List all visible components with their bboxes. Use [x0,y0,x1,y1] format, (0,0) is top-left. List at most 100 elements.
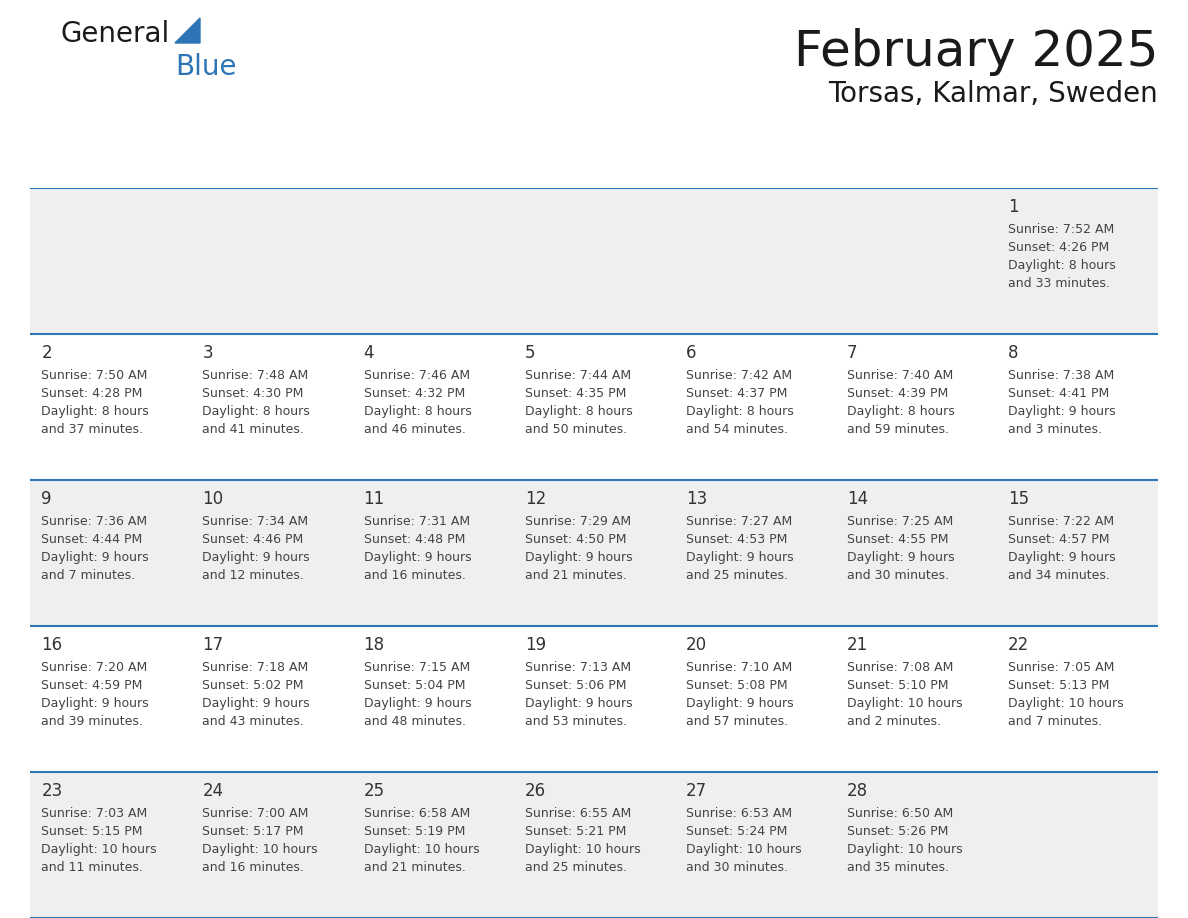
Text: 28: 28 [847,782,868,800]
Text: Sunset: 4:59 PM: Sunset: 4:59 PM [42,679,143,692]
Text: Daylight: 9 hours: Daylight: 9 hours [685,697,794,710]
Text: Sunrise: 7:18 AM: Sunrise: 7:18 AM [202,661,309,674]
Text: 18: 18 [364,636,385,655]
Text: Sunrise: 6:50 AM: Sunrise: 6:50 AM [847,807,953,820]
Text: Sunset: 4:39 PM: Sunset: 4:39 PM [847,387,948,400]
Text: Daylight: 9 hours: Daylight: 9 hours [42,551,148,564]
Text: and 37 minutes.: and 37 minutes. [42,423,144,436]
Text: 23: 23 [42,782,63,800]
Text: Sunrise: 6:53 AM: Sunrise: 6:53 AM [685,807,792,820]
Text: Sunset: 5:02 PM: Sunset: 5:02 PM [202,679,304,692]
Text: Daylight: 9 hours: Daylight: 9 hours [364,551,472,564]
Text: Thursday: Thursday [688,159,765,177]
Text: and 39 minutes.: and 39 minutes. [42,715,144,728]
Text: 24: 24 [202,782,223,800]
Text: Daylight: 8 hours: Daylight: 8 hours [42,405,148,418]
Text: 14: 14 [847,490,868,509]
Text: and 16 minutes.: and 16 minutes. [364,569,466,582]
Text: 8: 8 [1009,344,1018,363]
Text: 9: 9 [42,490,52,509]
Text: Saturday: Saturday [1010,159,1085,177]
Text: and 41 minutes.: and 41 minutes. [202,423,304,436]
Text: 12: 12 [525,490,546,509]
Text: and 16 minutes.: and 16 minutes. [202,861,304,874]
Text: and 11 minutes.: and 11 minutes. [42,861,144,874]
Text: Sunrise: 7:46 AM: Sunrise: 7:46 AM [364,369,469,382]
Text: Sunrise: 7:15 AM: Sunrise: 7:15 AM [364,661,469,674]
Text: Sunset: 4:53 PM: Sunset: 4:53 PM [685,533,788,546]
Bar [30,626,1158,772]
Text: Sunrise: 7:08 AM: Sunrise: 7:08 AM [847,661,953,674]
Text: Sunrise: 7:00 AM: Sunrise: 7:00 AM [202,807,309,820]
Text: Sunrise: 6:55 AM: Sunrise: 6:55 AM [525,807,631,820]
Text: Sunrise: 7:31 AM: Sunrise: 7:31 AM [364,515,469,528]
Text: Daylight: 9 hours: Daylight: 9 hours [42,697,148,710]
Text: and 7 minutes.: and 7 minutes. [42,569,135,582]
Text: Sunrise: 7:40 AM: Sunrise: 7:40 AM [847,369,953,382]
Text: Sunset: 4:55 PM: Sunset: 4:55 PM [847,533,948,546]
Text: Sunrise: 7:42 AM: Sunrise: 7:42 AM [685,369,792,382]
Text: Daylight: 9 hours: Daylight: 9 hours [364,697,472,710]
Text: General: General [61,20,169,48]
Bar [30,772,1158,918]
Text: Daylight: 8 hours: Daylight: 8 hours [202,405,310,418]
Text: 20: 20 [685,636,707,655]
Text: Sunset: 5:06 PM: Sunset: 5:06 PM [525,679,626,692]
Text: Sunset: 5:15 PM: Sunset: 5:15 PM [42,825,143,838]
Text: Blue: Blue [175,53,236,81]
Text: Daylight: 10 hours: Daylight: 10 hours [1009,697,1124,710]
Text: 2: 2 [42,344,52,363]
Text: Sunset: 5:13 PM: Sunset: 5:13 PM [1009,679,1110,692]
Text: Sunday: Sunday [43,159,105,177]
Text: and 59 minutes.: and 59 minutes. [847,423,949,436]
Text: and 25 minutes.: and 25 minutes. [525,861,627,874]
Text: 25: 25 [364,782,385,800]
Text: Daylight: 10 hours: Daylight: 10 hours [42,843,157,856]
Text: 26: 26 [525,782,545,800]
Text: 10: 10 [202,490,223,509]
Text: Daylight: 8 hours: Daylight: 8 hours [685,405,794,418]
Text: Sunset: 5:04 PM: Sunset: 5:04 PM [364,679,465,692]
Text: and 2 minutes.: and 2 minutes. [847,715,941,728]
Text: Sunrise: 7:27 AM: Sunrise: 7:27 AM [685,515,792,528]
Text: and 21 minutes.: and 21 minutes. [364,861,466,874]
Text: Sunset: 5:19 PM: Sunset: 5:19 PM [364,825,465,838]
Text: Sunset: 5:24 PM: Sunset: 5:24 PM [685,825,788,838]
Text: and 48 minutes.: and 48 minutes. [364,715,466,728]
Text: Sunset: 5:17 PM: Sunset: 5:17 PM [202,825,304,838]
Text: Daylight: 9 hours: Daylight: 9 hours [685,551,794,564]
Text: 21: 21 [847,636,868,655]
Text: and 30 minutes.: and 30 minutes. [685,861,788,874]
Text: Sunrise: 7:50 AM: Sunrise: 7:50 AM [42,369,147,382]
Text: Sunset: 5:21 PM: Sunset: 5:21 PM [525,825,626,838]
Text: Sunrise: 7:36 AM: Sunrise: 7:36 AM [42,515,147,528]
Text: Sunset: 4:30 PM: Sunset: 4:30 PM [202,387,304,400]
Text: Tuesday: Tuesday [365,159,432,177]
Text: 4: 4 [364,344,374,363]
Text: Wednesday: Wednesday [526,159,623,177]
Text: Sunrise: 7:20 AM: Sunrise: 7:20 AM [42,661,147,674]
Text: Sunrise: 7:10 AM: Sunrise: 7:10 AM [685,661,792,674]
Text: 19: 19 [525,636,545,655]
Text: Sunrise: 7:44 AM: Sunrise: 7:44 AM [525,369,631,382]
Text: and 33 minutes.: and 33 minutes. [1009,277,1110,290]
Text: February 2025: February 2025 [794,28,1158,76]
Text: Daylight: 8 hours: Daylight: 8 hours [525,405,632,418]
Text: Sunset: 5:10 PM: Sunset: 5:10 PM [847,679,948,692]
Text: Sunrise: 7:25 AM: Sunrise: 7:25 AM [847,515,953,528]
Text: 3: 3 [202,344,213,363]
Text: and 43 minutes.: and 43 minutes. [202,715,304,728]
Text: Sunset: 4:48 PM: Sunset: 4:48 PM [364,533,465,546]
Text: Sunrise: 7:52 AM: Sunrise: 7:52 AM [1009,223,1114,236]
Text: Sunset: 4:57 PM: Sunset: 4:57 PM [1009,533,1110,546]
Text: Sunrise: 7:05 AM: Sunrise: 7:05 AM [1009,661,1114,674]
Text: and 50 minutes.: and 50 minutes. [525,423,627,436]
Text: Daylight: 9 hours: Daylight: 9 hours [1009,551,1116,564]
Text: 1: 1 [1009,198,1019,217]
Bar [30,188,1158,334]
Text: Sunrise: 7:48 AM: Sunrise: 7:48 AM [202,369,309,382]
Text: 13: 13 [685,490,707,509]
Text: Friday: Friday [848,159,899,177]
Text: 17: 17 [202,636,223,655]
Text: Daylight: 9 hours: Daylight: 9 hours [202,551,310,564]
